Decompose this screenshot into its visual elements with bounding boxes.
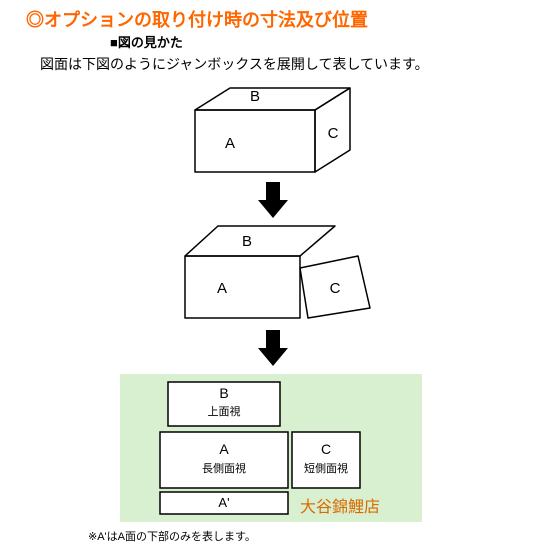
subheading: ■図の見かた <box>110 32 183 51</box>
label-C: C <box>328 125 339 142</box>
footnote: ※A'はA面の下部のみを表します。 <box>88 528 256 544</box>
step2-unfolding: B A C <box>185 226 370 318</box>
label-A3: A <box>219 441 229 457</box>
page-title: ◎オプションの取り付け時の寸法及び位置 <box>26 6 368 32</box>
description: 図面は下図のようにジャンボックスを展開して表しています。 <box>40 54 429 74</box>
label-B3: B <box>219 385 228 401</box>
label-A2: A <box>217 280 227 297</box>
label-B: B <box>250 88 260 105</box>
step3-result: B 上面視 A 長側面視 C 短側面視 A' 大谷錦鯉店 <box>120 374 422 522</box>
label-A: A <box>225 135 235 152</box>
step1-box: B A C <box>195 88 350 172</box>
arrow-1 <box>258 182 288 218</box>
label-C3: C <box>321 441 331 457</box>
label-B2: B <box>242 233 252 250</box>
label-C2: C <box>330 280 341 297</box>
arrow-2 <box>258 330 288 366</box>
label-top: 上面視 <box>208 404 241 418</box>
label-short: 短側面視 <box>304 461 348 475</box>
label-long: 長側面視 <box>202 461 246 475</box>
store-name: 大谷錦鯉店 <box>300 498 380 516</box>
label-Aprime: A' <box>218 495 229 510</box>
unfolding-diagram: B A C B A C B 上面視 A 長側面視 C 短側面視 <box>0 78 550 550</box>
